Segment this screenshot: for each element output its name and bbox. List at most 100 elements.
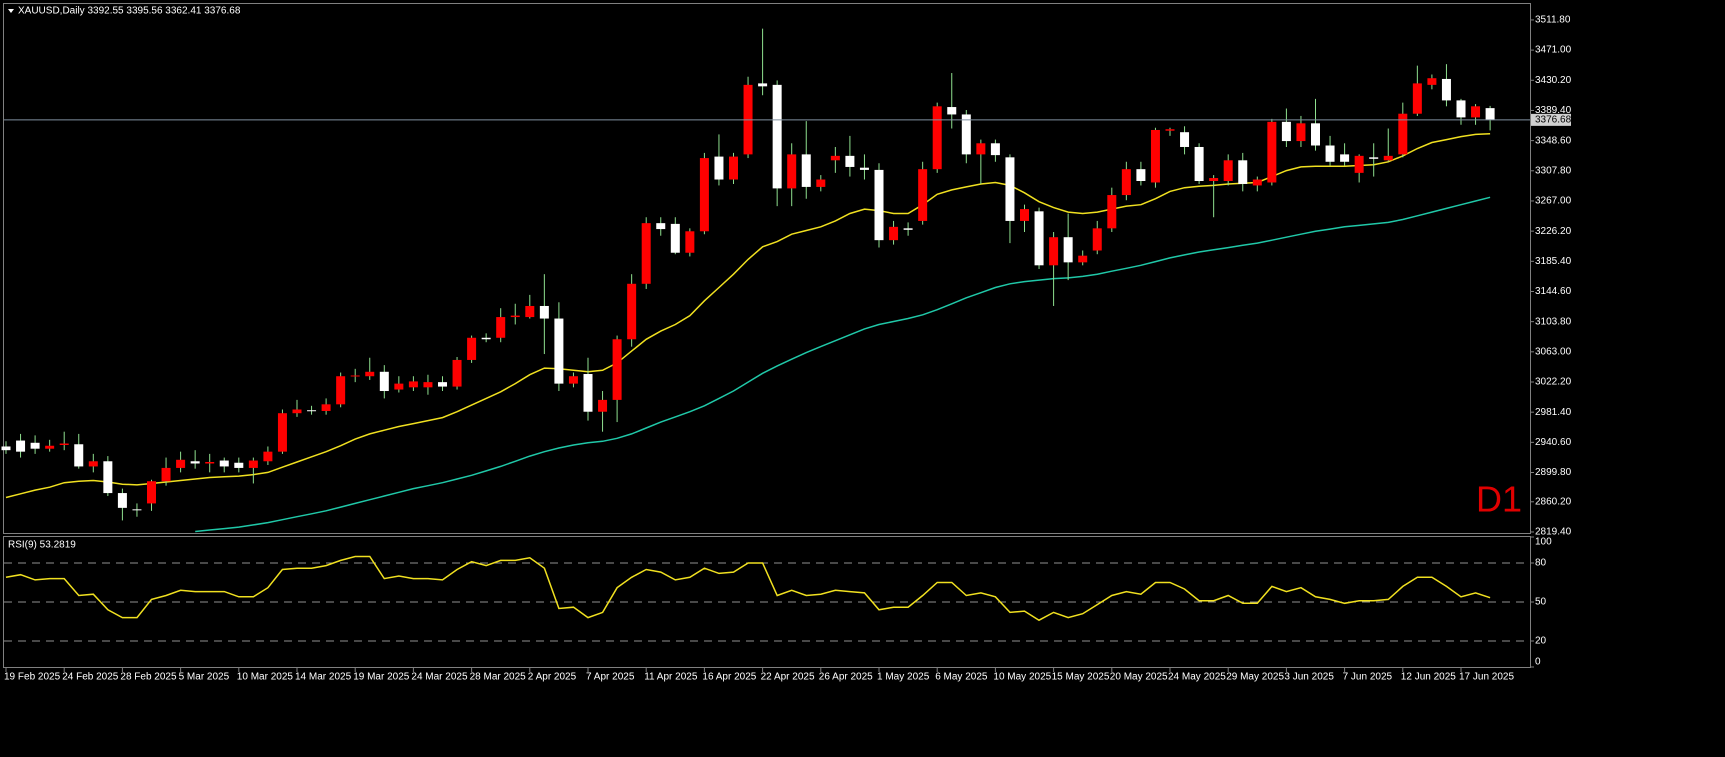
x-tick-label: 2 Apr 2025: [528, 672, 577, 683]
rsi-y-tick-label: 50: [1535, 597, 1547, 608]
candle-body: [1354, 155, 1364, 173]
candle-body: [292, 409, 302, 414]
candle-body: [379, 371, 389, 392]
candle-body: [1456, 100, 1466, 118]
candle-body: [1412, 83, 1422, 114]
candle-body: [74, 444, 84, 467]
candle-body: [59, 443, 69, 445]
x-tick-label: 24 Feb 2025: [62, 672, 119, 683]
candle-body: [685, 231, 695, 253]
y-tick-label: 3307.80: [1535, 165, 1572, 176]
candle-body: [845, 155, 855, 167]
x-tick-label: 16 Apr 2025: [702, 672, 756, 683]
candle-body: [918, 169, 928, 221]
y-tick-label: 3430.20: [1535, 75, 1572, 86]
candle-body: [539, 305, 549, 319]
candle-body: [1136, 169, 1146, 181]
candle-body: [1325, 145, 1335, 162]
candle-body: [1281, 121, 1291, 142]
candle-body: [45, 445, 55, 449]
x-tick-label: 17 Jun 2025: [1459, 672, 1514, 683]
candle-body: [1471, 106, 1481, 118]
x-tick-label: 24 May 2025: [1168, 672, 1226, 683]
rsi-y-tick-label: 100: [1535, 537, 1552, 548]
candle-body: [350, 375, 360, 377]
x-tick-label: 6 May 2025: [935, 672, 988, 683]
x-tick-label: 12 Jun 2025: [1401, 672, 1456, 683]
y-tick-label: 2860.20: [1535, 496, 1572, 507]
candle-body: [1398, 113, 1408, 155]
candle-body: [627, 283, 637, 340]
y-tick-label: 2981.40: [1535, 407, 1572, 418]
candle-body: [976, 143, 986, 155]
candle-body: [1252, 179, 1262, 186]
candle-body: [583, 374, 593, 412]
x-tick-label: 19 Feb 2025: [4, 672, 61, 683]
candle-body: [1063, 237, 1073, 263]
candle-body: [438, 382, 447, 387]
candle-body: [990, 143, 1000, 156]
candle-body: [656, 223, 666, 230]
candle-body: [1369, 157, 1379, 159]
last-price-label: 3376.68: [1535, 114, 1572, 125]
candle-body: [336, 376, 346, 405]
candle-body: [772, 84, 782, 189]
candle-body: [1121, 169, 1131, 196]
candle-body: [510, 315, 520, 318]
candle-body: [1165, 129, 1175, 131]
y-tick-label: 3022.20: [1535, 377, 1572, 388]
candle-body: [947, 107, 957, 115]
candle-body: [612, 339, 622, 400]
candle-body: [758, 83, 768, 87]
candle-body: [1223, 160, 1233, 181]
candle-body: [525, 305, 535, 318]
y-tick-label: 2940.60: [1535, 437, 1572, 448]
candle-body: [568, 376, 578, 384]
candle-body: [234, 462, 244, 468]
moving-average-line: [195, 196, 1491, 533]
candle-body: [394, 383, 404, 390]
x-tick-label: 22 Apr 2025: [761, 672, 815, 683]
candle-body: [641, 223, 651, 284]
candle-body: [699, 158, 709, 232]
candle-body: [961, 114, 971, 155]
y-tick-label: 3471.00: [1535, 45, 1572, 56]
candle-body: [816, 179, 826, 187]
y-tick-label: 3103.80: [1535, 316, 1572, 327]
candle-body: [598, 399, 608, 412]
y-tick-label: 3389.40: [1535, 105, 1572, 116]
candle-body: [1383, 155, 1393, 161]
x-tick-label: 10 May 2025: [993, 672, 1051, 683]
x-tick-label: 20 May 2025: [1110, 672, 1168, 683]
candle-body: [408, 381, 418, 388]
candle-body: [190, 461, 200, 464]
x-tick-label: 28 Feb 2025: [120, 672, 177, 683]
candle-body: [423, 382, 433, 388]
y-tick-label: 3063.00: [1535, 346, 1572, 357]
candle-body: [30, 442, 40, 449]
y-tick-label: 3144.60: [1535, 286, 1572, 297]
candle-body: [1340, 154, 1350, 162]
candle-body: [1078, 255, 1088, 263]
y-tick-label: 3511.80: [1535, 15, 1571, 26]
candle-body: [787, 154, 797, 189]
candle-body: [467, 337, 477, 360]
candle-body: [1020, 209, 1029, 221]
candle-body: [176, 459, 186, 468]
candle-body: [1034, 211, 1044, 266]
candle-body: [117, 493, 127, 508]
candle-body: [889, 226, 899, 241]
candle-body: [1441, 78, 1451, 101]
x-tick-label: 10 Mar 2025: [237, 672, 294, 683]
candle-body: [859, 167, 869, 170]
x-tick-label: 7 Jun 2025: [1343, 672, 1393, 683]
candle-body: [714, 156, 724, 180]
candle-body: [219, 460, 229, 467]
chart-title: XAUUSD,Daily 3392.55 3395.56 3362.41 337…: [18, 6, 241, 17]
y-tick-label: 3226.20: [1535, 226, 1572, 237]
candle-body: [1005, 157, 1015, 221]
y-tick-label: 3267.00: [1535, 196, 1572, 207]
